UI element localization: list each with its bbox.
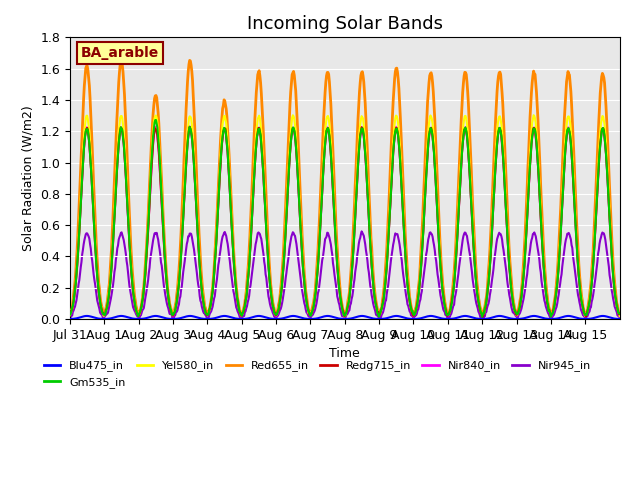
Nir840_in	[260, 186, 268, 192]
Gm535_in	[260, 173, 268, 179]
Gm535_in	[478, 314, 486, 320]
Blu475_in	[66, 316, 74, 322]
Y-axis label: Solar Radiation (W/m2): Solar Radiation (W/m2)	[22, 105, 35, 251]
Line: Nir945_in: Nir945_in	[70, 231, 620, 319]
Redg715_in	[66, 311, 74, 316]
Redg715_in	[433, 201, 441, 206]
Red655_in	[237, 312, 245, 318]
Text: BA_arable: BA_arable	[81, 46, 159, 60]
Blu475_in	[232, 316, 240, 322]
Blu475_in	[616, 316, 623, 322]
Redg715_in	[186, 124, 193, 130]
Red655_in	[403, 259, 411, 264]
Blu475_in	[433, 314, 441, 320]
Nir945_in	[280, 288, 288, 293]
Gm535_in	[433, 201, 441, 207]
Gm535_in	[616, 311, 623, 316]
Line: Yel580_in: Yel580_in	[70, 115, 620, 316]
Nir945_in	[403, 296, 411, 302]
Redg715_in	[280, 253, 288, 259]
Red655_in	[616, 311, 623, 317]
Nir840_in	[66, 312, 74, 318]
Redg715_in	[616, 311, 623, 317]
Line: Nir840_in: Nir840_in	[70, 127, 620, 316]
Redg715_in	[402, 264, 410, 270]
Yel580_in	[131, 298, 138, 304]
Yel580_in	[433, 193, 441, 199]
Red655_in	[131, 297, 139, 303]
Gm535_in	[152, 117, 160, 123]
Red655_in	[232, 283, 240, 289]
X-axis label: Time: Time	[330, 348, 360, 360]
Gm535_in	[131, 299, 138, 304]
Nir840_in	[152, 124, 160, 130]
Red655_in	[117, 57, 125, 63]
Red655_in	[260, 149, 268, 155]
Title: Incoming Solar Bands: Incoming Solar Bands	[247, 15, 443, 33]
Redg715_in	[479, 314, 486, 320]
Blu475_in	[402, 315, 410, 321]
Nir945_in	[616, 314, 623, 320]
Nir945_in	[232, 304, 240, 310]
Redg715_in	[232, 287, 240, 293]
Yel580_in	[616, 313, 623, 319]
Line: Redg715_in: Redg715_in	[70, 127, 620, 317]
Red655_in	[66, 311, 74, 316]
Yel580_in	[530, 112, 538, 118]
Gm535_in	[402, 263, 410, 269]
Blu475_in	[83, 313, 91, 319]
Blu475_in	[260, 314, 268, 320]
Gm535_in	[280, 252, 288, 257]
Nir945_in	[204, 316, 212, 322]
Line: Gm535_in: Gm535_in	[70, 120, 620, 317]
Nir840_in	[233, 293, 241, 299]
Red655_in	[434, 184, 442, 190]
Nir840_in	[170, 313, 177, 319]
Gm535_in	[232, 288, 240, 293]
Yel580_in	[402, 260, 410, 265]
Yel580_in	[232, 278, 239, 284]
Nir840_in	[616, 312, 623, 318]
Blu475_in	[280, 315, 288, 321]
Yel580_in	[66, 312, 74, 318]
Line: Red655_in: Red655_in	[70, 60, 620, 315]
Yel580_in	[259, 153, 267, 158]
Red655_in	[281, 219, 289, 225]
Redg715_in	[131, 299, 138, 304]
Nir840_in	[131, 299, 138, 305]
Yel580_in	[340, 313, 348, 319]
Nir840_in	[403, 272, 411, 277]
Yel580_in	[280, 260, 287, 266]
Nir945_in	[434, 272, 442, 277]
Nir840_in	[434, 216, 442, 221]
Nir945_in	[66, 315, 74, 321]
Redg715_in	[260, 172, 268, 178]
Line: Blu475_in: Blu475_in	[70, 316, 620, 319]
Nir945_in	[260, 251, 268, 257]
Blu475_in	[131, 316, 139, 322]
Nir945_in	[358, 228, 365, 234]
Nir840_in	[281, 239, 289, 245]
Nir945_in	[131, 308, 138, 313]
Legend: Blu475_in, Gm535_in, Yel580_in, Red655_in, Redg715_in, Nir840_in, Nir945_in: Blu475_in, Gm535_in, Yel580_in, Red655_i…	[39, 356, 596, 392]
Gm535_in	[66, 312, 74, 318]
